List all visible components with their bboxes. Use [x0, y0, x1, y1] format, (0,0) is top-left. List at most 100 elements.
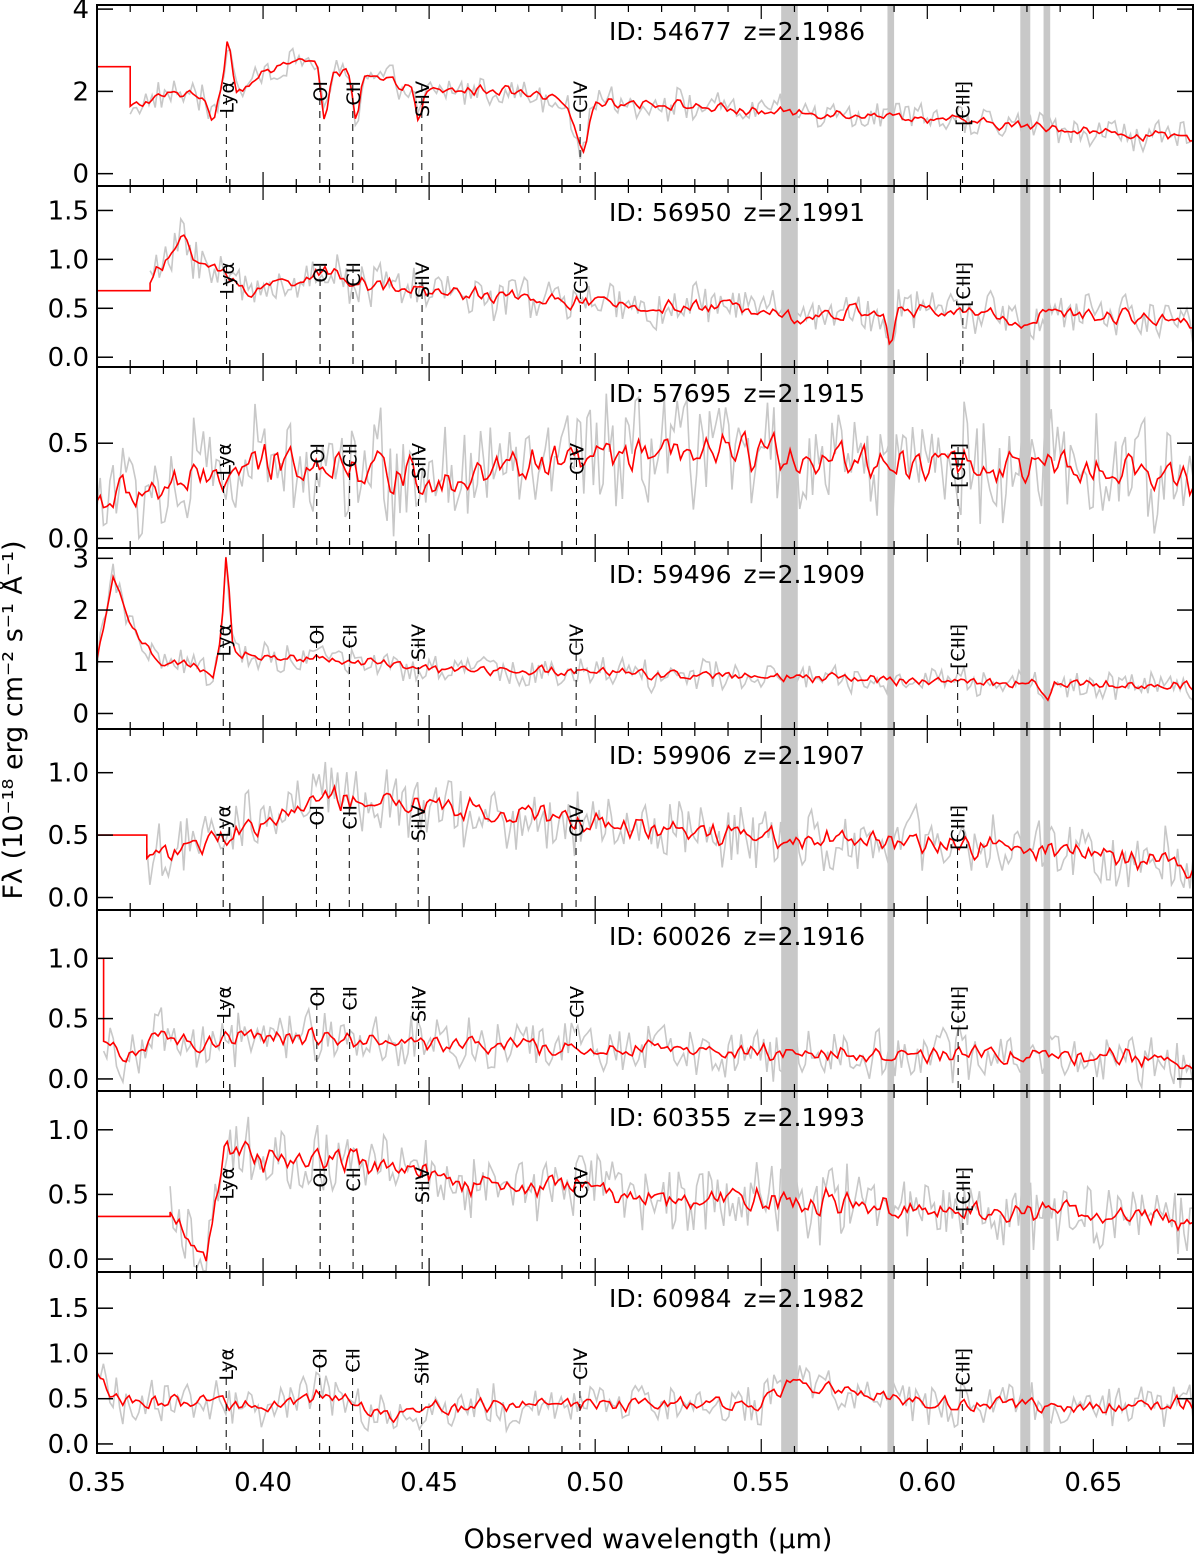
line-label-3-1: Lyα: [214, 443, 236, 476]
line-label-7-6: [CIII]: [953, 1167, 975, 1212]
line-label-3-2: OI: [307, 443, 329, 464]
x-tick-label-7: 0.65: [1064, 1468, 1122, 1498]
y-tick-label-6-1: 0.0: [48, 1065, 89, 1095]
panel-id-text-7: ID: 60355: [609, 1103, 732, 1132]
line-label-5-2: OI: [306, 805, 328, 826]
panel-z-text-6: z=2.1916: [744, 922, 866, 951]
line-label-4-5: CIV: [566, 624, 588, 656]
y-tick-label-5-2: 0.5: [48, 821, 89, 851]
y-tick-label-8-4: 1.5: [48, 1294, 89, 1324]
line-label-1-1: Lyα: [216, 81, 238, 114]
line-label-5-5: CIV: [566, 805, 588, 837]
panel-z-text-4: z=2.1909: [744, 560, 866, 589]
line-label-2-2: OI: [310, 262, 332, 283]
line-label-2-3: CII: [343, 262, 365, 286]
raw-spectrum-8: [96, 1360, 1194, 1434]
x-tick-label-5: 0.55: [732, 1468, 790, 1498]
y-tick-label-2-3: 1.0: [48, 245, 89, 275]
line-label-6-2: OI: [307, 986, 329, 1007]
x-tick-label-1: 0.35: [68, 1468, 126, 1498]
chart-text: Lyα OI CII SiIV CIV [CIII] 0 2 4 ID: 54677 z=2.198…: [48, 0, 1123, 1498]
line-label-6-5: CIV: [567, 986, 589, 1018]
y-tick-label-6-2: 0.5: [48, 1005, 89, 1035]
line-label-8-2: OI: [310, 1348, 332, 1369]
y-tick-label-6-3: 1.0: [48, 944, 89, 974]
raw-spectrum-4: [96, 556, 1194, 703]
x-tick-label-4: 0.50: [566, 1468, 624, 1498]
line-label-8-4: SiIV: [412, 1348, 434, 1384]
y-tick-label-1-2: 2: [72, 77, 89, 107]
line-label-1-3: CII: [343, 81, 365, 105]
panel-id-label-1: ID: 54677 z=2.1986: [609, 17, 865, 46]
line-label-4-1: Lyα: [213, 624, 235, 657]
smoothed-spectrum-7: [97, 1139, 1194, 1262]
panel-z-text-7: z=2.1993: [744, 1103, 866, 1132]
y-tick-label-4-4: 3: [72, 544, 89, 574]
raw-spectrum-1: [129, 46, 1194, 160]
y-tick-label-4-2: 1: [72, 648, 89, 678]
smoothed-spectrum-8: [96, 1372, 1194, 1424]
y-tick-label-7-2: 0.5: [48, 1180, 89, 1210]
line-label-7-5: CIV: [571, 1167, 593, 1199]
y-tick-label-3-2: 0.5: [48, 429, 89, 459]
y-tick-label-8-3: 1.0: [48, 1339, 89, 1369]
panel-id-text-3: ID: 57695: [609, 379, 732, 408]
panel-z-text-5: z=2.1907: [744, 741, 866, 770]
panel-id-label-8: ID: 60984 z=2.1982: [609, 1284, 865, 1313]
panel-id-text-4: ID: 59496: [609, 560, 732, 589]
smoothed-spectrum-6: [97, 957, 1194, 1070]
smoothed-spectrum-4: [96, 557, 1194, 702]
y-tick-label-2-2: 0.5: [48, 294, 89, 324]
panel-id-label-6: ID: 60026 z=2.1916: [609, 922, 865, 951]
y-tick-label-7-1: 0.0: [48, 1245, 89, 1275]
x-axis-title: Observed wavelength (μm): [464, 1524, 833, 1555]
line-label-4-6: [CIII]: [948, 624, 970, 669]
line-label-3-5: CIV: [567, 443, 589, 475]
x-tick-label-2: 0.40: [234, 1468, 292, 1498]
line-label-1-4: SiIV: [412, 81, 434, 117]
y-tick-label-1-3: 4: [72, 0, 89, 25]
line-label-7-3: CII: [343, 1167, 365, 1191]
y-axis-title: Fλ (10⁻¹⁸ erg cm⁻² s⁻¹ Å⁻¹): [0, 540, 29, 899]
panel-id-text-5: ID: 59906: [609, 741, 732, 770]
line-label-2-4: SiIV: [412, 262, 434, 298]
raw-spectrum-5: [146, 761, 1194, 889]
line-label-6-3: CII: [340, 986, 362, 1010]
raw-spectrum-6: [102, 1006, 1194, 1091]
line-label-8-3: CII: [343, 1348, 365, 1372]
x-tick-label-3: 0.45: [400, 1468, 458, 1498]
line-label-8-1: Lyα: [216, 1348, 238, 1381]
line-label-6-4: SiIV: [409, 986, 431, 1022]
line-label-4-4: SiIV: [408, 624, 430, 660]
y-tick-label-7-3: 1.0: [48, 1116, 89, 1146]
line-label-7-4: SiIV: [412, 1167, 434, 1203]
y-tick-label-2-1: 0.0: [48, 343, 89, 373]
emission-line-markers: [222, 85, 964, 1453]
line-label-7-1: Lyα: [217, 1167, 239, 1200]
line-label-3-6: [CIII]: [948, 443, 970, 488]
smoothed-spectrum-3: [96, 429, 1194, 510]
y-tick-label-2-4: 1.5: [48, 196, 89, 226]
y-tick-label-4-1: 0: [72, 699, 89, 729]
panel-id-label-2: ID: 56950 z=2.1991: [609, 198, 865, 227]
panel-id-text-6: ID: 60026: [609, 922, 732, 951]
line-label-2-5: CIV: [570, 262, 592, 294]
line-label-1-6: [CIII]: [953, 81, 975, 126]
y-tick-label-4-3: 2: [72, 596, 89, 626]
y-tick-label-8-1: 0.0: [48, 1430, 89, 1460]
line-label-6-1: Lyα: [214, 986, 236, 1019]
line-label-3-4: SiIV: [409, 443, 431, 479]
line-label-5-4: SiIV: [408, 805, 430, 841]
line-label-6-6: [CIII]: [948, 986, 970, 1031]
panel-id-text-8: ID: 60984: [609, 1284, 732, 1313]
line-label-2-6: [CIII]: [953, 262, 975, 307]
line-label-3-3: CII: [340, 443, 362, 467]
y-tick-label-8-2: 0.5: [48, 1385, 89, 1415]
y-tick-label-5-3: 1.0: [48, 759, 89, 789]
y-tick-label-1-1: 0: [72, 160, 89, 190]
panel-id-text-1: ID: 54677: [609, 17, 732, 46]
line-label-4-3: CII: [339, 624, 361, 648]
panel-z-text-1: z=2.1986: [744, 17, 866, 46]
line-label-1-2: OI: [310, 81, 332, 102]
